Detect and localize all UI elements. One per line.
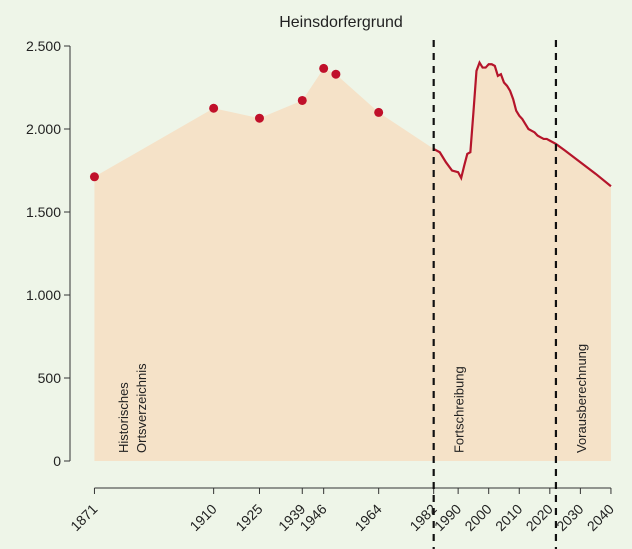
y-tick-label: 0 xyxy=(53,453,61,469)
point xyxy=(209,103,219,113)
point xyxy=(297,95,307,105)
x-tick-label: 2040 xyxy=(584,501,617,534)
line xyxy=(433,60,612,188)
point xyxy=(331,69,341,79)
y-tick-label: 1.500 xyxy=(26,204,61,220)
point xyxy=(254,113,264,123)
point xyxy=(89,172,99,182)
x-tick-label: 2030 xyxy=(553,501,586,534)
x-tick-label: 2000 xyxy=(461,501,494,534)
x-tick-label: 2010 xyxy=(492,501,525,534)
point xyxy=(374,107,384,117)
annotation: Vorausberechnung xyxy=(574,344,589,453)
x-tick-label: 1982 xyxy=(406,501,439,534)
x-tick-label: 1910 xyxy=(186,501,219,534)
x-tick-label: 1925 xyxy=(232,501,265,534)
annotation: Ortsverzeichnis xyxy=(134,363,149,453)
x-tick-label: 2020 xyxy=(523,501,556,534)
annotation: Historisches xyxy=(116,382,131,453)
y-tick-label: 500 xyxy=(38,370,62,386)
point xyxy=(319,63,329,73)
y-tick-label: 1.000 xyxy=(26,287,61,303)
y-tick-label: 2.500 xyxy=(26,38,61,54)
annotation: Fortschreibung xyxy=(452,366,467,453)
x-tick-label: 1964 xyxy=(351,501,384,534)
x-tick-label: 1871 xyxy=(67,501,100,534)
x-tick-label: 1990 xyxy=(431,501,464,534)
chart-title: Heinsdorfergrund xyxy=(279,14,403,31)
y-tick-label: 2.000 xyxy=(26,121,61,137)
area xyxy=(94,62,611,461)
